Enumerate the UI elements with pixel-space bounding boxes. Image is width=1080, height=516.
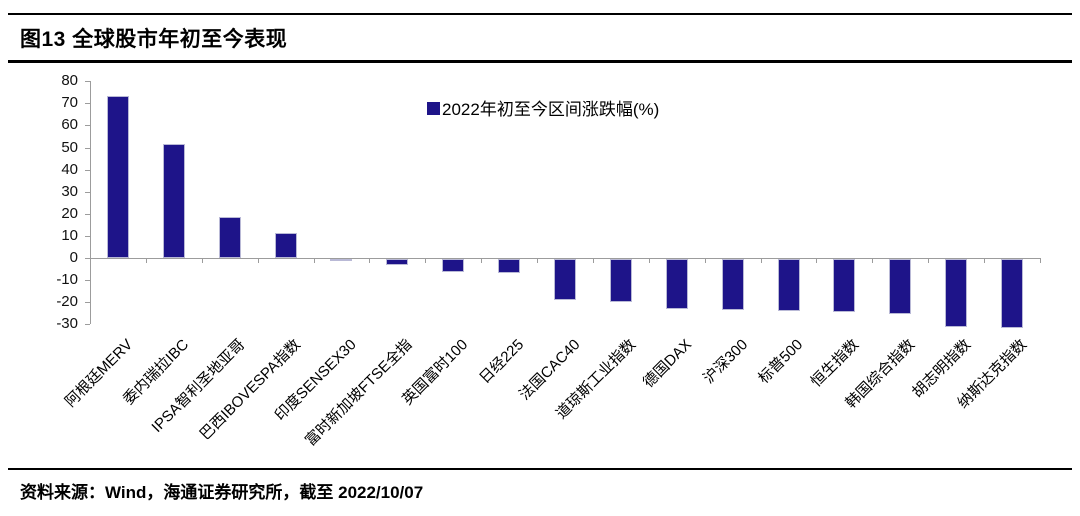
bar xyxy=(162,144,185,258)
x-category-label-text: 巴西IBOVESPA指数 xyxy=(196,336,304,444)
x-tick-mark xyxy=(145,258,147,263)
y-tick-label: 80 xyxy=(61,72,78,90)
bar xyxy=(442,259,465,273)
x-tick-mark xyxy=(313,258,315,263)
y-tick-mark xyxy=(85,235,90,237)
y-tick-label: 60 xyxy=(61,116,78,134)
y-tick-mark xyxy=(85,302,90,304)
y-tick-label: -10 xyxy=(56,271,78,289)
x-tick-mark xyxy=(760,258,762,263)
bar xyxy=(1001,259,1024,328)
y-tick-label: 70 xyxy=(61,94,78,112)
y-tick-mark xyxy=(85,258,90,259)
x-tick-mark xyxy=(984,258,986,263)
y-tick-label: 50 xyxy=(61,138,78,156)
y-tick-mark xyxy=(85,103,90,105)
x-tick-mark xyxy=(369,258,371,263)
bar xyxy=(106,95,129,258)
chart-legend: 2022年初至今区间涨跌幅(%) xyxy=(427,95,659,120)
y-tick-mark xyxy=(85,147,90,149)
x-tick-mark xyxy=(704,258,706,263)
bar xyxy=(554,259,576,300)
x-tick-mark xyxy=(816,258,818,263)
y-tick-label: 10 xyxy=(61,226,78,244)
x-tick-mark xyxy=(201,258,203,263)
x-tick-mark xyxy=(537,258,539,263)
y-axis-line xyxy=(90,81,91,325)
x-category-label-text: 德国DAX xyxy=(639,336,695,392)
y-tick-mark xyxy=(85,191,90,193)
y-tick-label: 0 xyxy=(69,249,78,266)
bar xyxy=(945,259,968,328)
x-tick-mark xyxy=(481,258,483,263)
y-tick-mark xyxy=(85,213,90,215)
bar xyxy=(665,259,688,309)
bar xyxy=(833,259,856,313)
y-tick-mark xyxy=(85,81,90,83)
y-tick-label: 30 xyxy=(61,182,78,200)
bar xyxy=(274,233,297,258)
y-tick-mark xyxy=(85,324,90,326)
x-tick-mark xyxy=(592,258,594,263)
x-tick-mark xyxy=(425,258,427,263)
bar xyxy=(609,259,632,303)
bar xyxy=(777,259,800,312)
x-category-label-text: 沪深300 xyxy=(699,336,751,388)
bar xyxy=(386,259,409,265)
bar xyxy=(889,259,912,315)
figure-title: 图13 全球股市年初至今表现 xyxy=(20,28,288,51)
x-tick-mark xyxy=(928,258,930,263)
bar xyxy=(330,259,353,262)
top-divider xyxy=(8,13,1072,15)
y-tick-mark xyxy=(85,280,90,282)
y-tick-mark xyxy=(85,169,90,171)
legend-label: 2022年初至今区间涨跌幅(%) xyxy=(442,100,660,119)
x-tick-mark xyxy=(648,258,650,263)
x-axis-line xyxy=(90,258,1040,259)
source-note: 资料来源：Wind，海通证券研究所，截至 2022/10/07 xyxy=(20,483,424,502)
y-tick-label: 20 xyxy=(61,204,78,222)
y-tick-mark xyxy=(85,125,90,127)
bar xyxy=(218,217,241,258)
y-tick-label: -20 xyxy=(56,293,78,311)
y-tick-label: -30 xyxy=(56,315,78,333)
y-tick-label: 40 xyxy=(61,160,78,178)
legend-swatch-icon xyxy=(427,102,440,115)
x-tick-mark xyxy=(90,258,91,263)
x-tick-mark xyxy=(1040,258,1041,263)
x-tick-mark xyxy=(257,258,259,263)
x-category-label-text: 标普500 xyxy=(755,336,807,388)
title-divider xyxy=(8,60,1072,63)
bar xyxy=(721,259,744,311)
footer-divider xyxy=(8,468,1072,470)
x-tick-mark xyxy=(872,258,874,263)
bar xyxy=(498,259,521,273)
x-category-label-text: 日经225 xyxy=(476,336,528,388)
